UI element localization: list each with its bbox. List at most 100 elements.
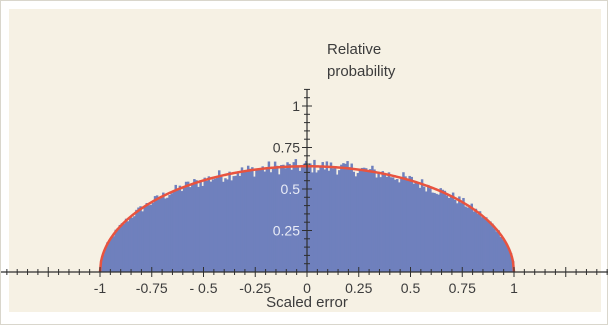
histogram-bar bbox=[441, 189, 445, 272]
histogram-bar bbox=[220, 176, 223, 272]
x-tick-labels: -1 -0.75 - 0.5 -0.25 0 0.25 0.5 0.75 1 bbox=[94, 280, 518, 296]
histogram-bar bbox=[501, 239, 505, 272]
histogram-bar bbox=[476, 213, 480, 272]
histogram-bar bbox=[180, 191, 184, 272]
x-tick-label: -0.75 bbox=[136, 280, 168, 296]
histogram-bars bbox=[100, 159, 515, 272]
histogram-bar bbox=[362, 167, 366, 272]
histogram-bar bbox=[385, 176, 389, 272]
histogram-bar bbox=[251, 167, 254, 272]
histogram-bar bbox=[215, 177, 219, 272]
histogram-bar bbox=[174, 184, 177, 272]
histogram-bar bbox=[246, 165, 250, 272]
histogram-bar bbox=[464, 206, 467, 272]
histogram-bar bbox=[453, 200, 457, 272]
histogram-bar bbox=[491, 223, 494, 272]
histogram-bar bbox=[120, 223, 124, 272]
histogram-bar bbox=[439, 188, 442, 272]
histogram-bar bbox=[456, 203, 459, 272]
histogram-bar bbox=[259, 168, 262, 272]
histogram-bar bbox=[166, 197, 169, 272]
histogram-bar bbox=[350, 163, 353, 272]
histogram-bar bbox=[240, 167, 244, 272]
histogram-bar bbox=[381, 171, 384, 272]
histogram-bar bbox=[114, 229, 117, 272]
histogram-bar bbox=[460, 202, 463, 272]
histogram-bar bbox=[284, 168, 287, 272]
histogram-bar bbox=[406, 179, 409, 272]
histogram-bar bbox=[402, 172, 405, 272]
histogram-bar bbox=[300, 165, 304, 272]
histogram-bar bbox=[352, 171, 356, 272]
axes bbox=[1, 88, 608, 277]
histogram-bar bbox=[304, 160, 308, 272]
histogram-bar bbox=[253, 176, 256, 272]
histogram-bar bbox=[507, 248, 511, 272]
histogram-bar bbox=[323, 169, 327, 272]
histogram-bar bbox=[217, 170, 221, 272]
histogram-bar bbox=[265, 168, 269, 272]
histogram-bar bbox=[296, 166, 300, 272]
histogram-bar bbox=[193, 179, 196, 272]
histogram-bar bbox=[153, 196, 157, 272]
histogram-bar bbox=[480, 217, 484, 272]
histogram-bar bbox=[505, 244, 509, 272]
y-tick-label: 0.75 bbox=[273, 140, 300, 156]
histogram-bar bbox=[458, 196, 461, 272]
histogram-bar bbox=[387, 172, 391, 272]
histogram-bar bbox=[280, 165, 283, 272]
histogram-bar bbox=[472, 211, 476, 272]
histogram-bar bbox=[286, 162, 289, 272]
histogram-bar bbox=[207, 176, 211, 272]
histogram-bar bbox=[184, 181, 188, 272]
histogram-bar bbox=[391, 177, 395, 272]
histogram-bar bbox=[449, 196, 453, 272]
histogram-bar bbox=[242, 171, 246, 272]
histogram-bar bbox=[234, 175, 238, 272]
histogram-bar bbox=[389, 177, 393, 272]
histogram-bar bbox=[273, 161, 277, 272]
histogram-bar bbox=[420, 179, 424, 272]
histogram-bar bbox=[176, 189, 180, 272]
histogram-bar bbox=[493, 228, 496, 272]
histogram-bar bbox=[213, 178, 217, 272]
histogram-bar bbox=[131, 217, 134, 272]
histogram-bar bbox=[294, 159, 298, 272]
histogram-bar bbox=[325, 161, 329, 272]
x-tick-label: - 0.5 bbox=[189, 280, 217, 296]
histogram-bar bbox=[369, 169, 372, 272]
histogram-bar bbox=[358, 169, 362, 272]
histogram-bar bbox=[170, 193, 173, 272]
histogram-bar bbox=[398, 182, 401, 272]
histogram-bar bbox=[410, 176, 413, 272]
histogram-bar bbox=[186, 181, 190, 272]
histogram-bar bbox=[197, 186, 200, 272]
histogram-bar bbox=[267, 161, 271, 272]
histogram-bar bbox=[329, 162, 333, 272]
histogram-bar bbox=[145, 203, 149, 272]
histogram-bar bbox=[344, 163, 347, 272]
histogram-bar bbox=[364, 168, 368, 272]
histogram-bar bbox=[164, 198, 167, 272]
histogram-bar bbox=[257, 169, 260, 272]
histogram-bar bbox=[168, 195, 171, 272]
histogram-bar bbox=[427, 184, 430, 272]
histogram-bar bbox=[307, 165, 310, 272]
histogram-bar bbox=[509, 253, 513, 272]
histogram-bar bbox=[373, 169, 376, 272]
histogram-bar bbox=[255, 168, 258, 272]
x-tick-label: 0.75 bbox=[449, 280, 476, 296]
histogram-bar bbox=[182, 187, 186, 272]
histogram-bar bbox=[249, 168, 252, 272]
histogram-bar bbox=[503, 240, 507, 272]
histogram-bar bbox=[422, 186, 426, 272]
x-minor-ticks bbox=[6, 267, 608, 277]
histogram-bar bbox=[321, 162, 324, 272]
histogram-bar bbox=[292, 162, 295, 272]
histogram-bar bbox=[445, 195, 449, 272]
histogram-bar bbox=[338, 170, 341, 272]
y-axis-title-line-2: probability bbox=[327, 63, 396, 80]
histogram-bar bbox=[487, 220, 490, 272]
histogram-bar bbox=[162, 192, 165, 272]
